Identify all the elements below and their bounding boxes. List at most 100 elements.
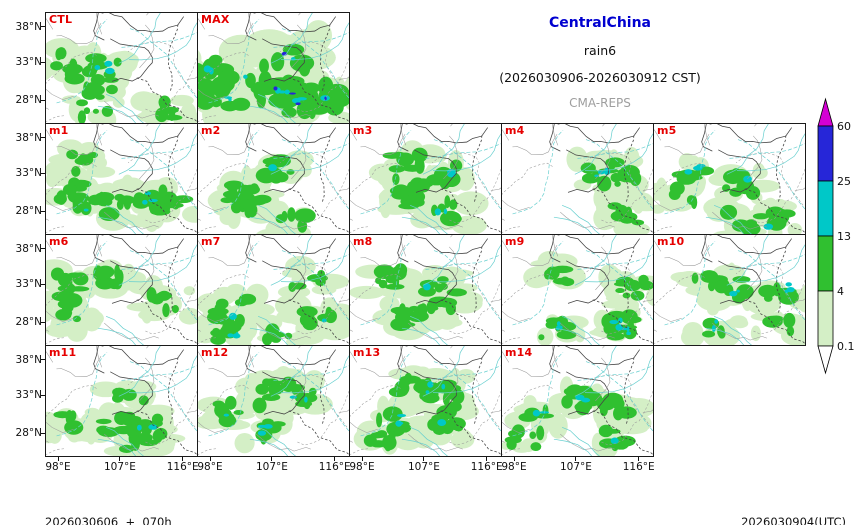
map-panel-m11: m11 (45, 345, 198, 457)
title-block: CentralChina rain6 (2026030906-202603091… (420, 15, 780, 110)
colorbar-segment-2 (817, 235, 834, 292)
x-tick-label: 98°E (349, 461, 375, 473)
y-tick-label: 28°N (15, 427, 42, 440)
map-panel-m6: m6 (45, 234, 198, 346)
model-name: CMA-REPS (569, 96, 631, 110)
x-axis-tick (361, 457, 363, 461)
map-svg-MAX (198, 13, 349, 123)
x-axis-tick (486, 457, 488, 461)
map-panel-m10: m10 (653, 234, 806, 346)
map-svg-m1 (46, 124, 197, 234)
init-time-block: 2026030606 + 070h 2026030614 + 070h (45, 482, 172, 525)
panel-label-m1: m1 (49, 124, 69, 137)
colorbar-svg (817, 97, 834, 375)
x-axis-tick (575, 457, 577, 461)
panel-label-m3: m3 (353, 124, 373, 137)
colorbar-arrow-bottom (817, 345, 834, 375)
map-svg-m12 (198, 346, 349, 456)
panel-label-m5: m5 (657, 124, 677, 137)
x-axis-tick (334, 457, 336, 461)
y-tick-label: 33°N (15, 56, 42, 69)
map-svg-m4 (502, 124, 653, 234)
map-panel-m8: m8 (349, 234, 502, 346)
map-panel-MAX: MAX (197, 12, 350, 124)
y-axis-tick (41, 394, 45, 396)
y-tick-label: 38°N (15, 20, 42, 33)
map-panel-m2: m2 (197, 123, 350, 235)
y-tick-label: 28°N (15, 205, 42, 218)
y-tick-label: 33°N (15, 167, 42, 180)
y-tick-label: 38°N (15, 353, 42, 366)
x-axis-tick (119, 457, 121, 461)
map-svg-m9 (502, 235, 653, 345)
map-svg-m8 (350, 235, 501, 345)
map-svg-CTL (46, 13, 197, 123)
panel-label-m9: m9 (505, 235, 525, 248)
map-svg-m10 (654, 235, 805, 345)
colorbar-level-label: 25 (837, 175, 851, 188)
colorbar-level-label: 13 (837, 230, 851, 243)
map-panel-m14: m14 (501, 345, 654, 457)
map-panel-m1: m1 (45, 123, 198, 235)
valid-period: (2026030906-2026030912 CST) (499, 70, 701, 85)
init-time-line-1: 2026030606 + 070h (45, 515, 172, 525)
y-tick-label: 33°N (15, 278, 42, 291)
colorbar: 60 25 13 4 0.1 (810, 92, 860, 384)
variable-title: rain6 (583, 43, 617, 58)
y-axis-tick (41, 99, 45, 101)
map-svg-m13 (350, 346, 501, 456)
map-panel-m5: m5 (653, 123, 806, 235)
map-svg-m2 (198, 124, 349, 234)
panel-label-CTL: CTL (49, 13, 73, 26)
colorbar-segment-0 (817, 125, 834, 182)
map-svg-m11 (46, 346, 197, 456)
map-svg-m14 (502, 346, 653, 456)
x-tick-label: 107°E (560, 461, 592, 473)
panel-label-MAX: MAX (201, 13, 230, 26)
panel-label-m13: m13 (353, 346, 381, 359)
y-tick-label: 28°N (15, 316, 42, 329)
map-svg-m3 (350, 124, 501, 234)
y-axis-tick (41, 172, 45, 174)
valid-time-block: 2026030904(UTC) 2026030912(CST) (741, 482, 846, 525)
y-axis-tick (41, 432, 45, 434)
map-panel-m12: m12 (197, 345, 350, 457)
panel-label-m7: m7 (201, 235, 221, 248)
panel-label-m14: m14 (505, 346, 533, 359)
colorbar-level-label: 0.1 (837, 340, 855, 353)
x-axis-tick (182, 457, 184, 461)
map-panel-CTL: CTL (45, 12, 198, 124)
y-axis-tick (41, 248, 45, 250)
y-axis-tick (41, 210, 45, 212)
x-axis-tick (638, 457, 640, 461)
x-axis-tick (423, 457, 425, 461)
panel-label-m10: m10 (657, 235, 685, 248)
panel-label-m12: m12 (201, 346, 229, 359)
map-panel-m7: m7 (197, 234, 350, 346)
panel-label-m8: m8 (353, 235, 373, 248)
colorbar-segment-1 (817, 180, 834, 237)
x-axis-tick (513, 457, 515, 461)
panel-label-m6: m6 (49, 235, 69, 248)
x-axis-tick (271, 457, 273, 461)
map-panel-m13: m13 (349, 345, 502, 457)
colorbar-level-label: 4 (837, 285, 844, 298)
map-panel-m3: m3 (349, 123, 502, 235)
map-panel-m4: m4 (501, 123, 654, 235)
colorbar-level-label: 60 (837, 120, 851, 133)
map-svg-m5 (654, 124, 805, 234)
y-axis-tick (41, 26, 45, 28)
colorbar-arrow-top (817, 97, 834, 127)
x-tick-label: 98°E (501, 461, 527, 473)
x-axis-tick (57, 457, 59, 461)
valid-time-utc: 2026030904(UTC) (741, 515, 846, 525)
x-tick-label: 116°E (470, 461, 503, 473)
panel-label-m11: m11 (49, 346, 77, 359)
x-tick-label: 98°E (45, 461, 71, 473)
map-svg-m6 (46, 235, 197, 345)
panel-label-m4: m4 (505, 124, 525, 137)
y-axis-tick (41, 321, 45, 323)
y-tick-label: 33°N (15, 389, 42, 402)
colorbar-segment-3 (817, 290, 834, 347)
